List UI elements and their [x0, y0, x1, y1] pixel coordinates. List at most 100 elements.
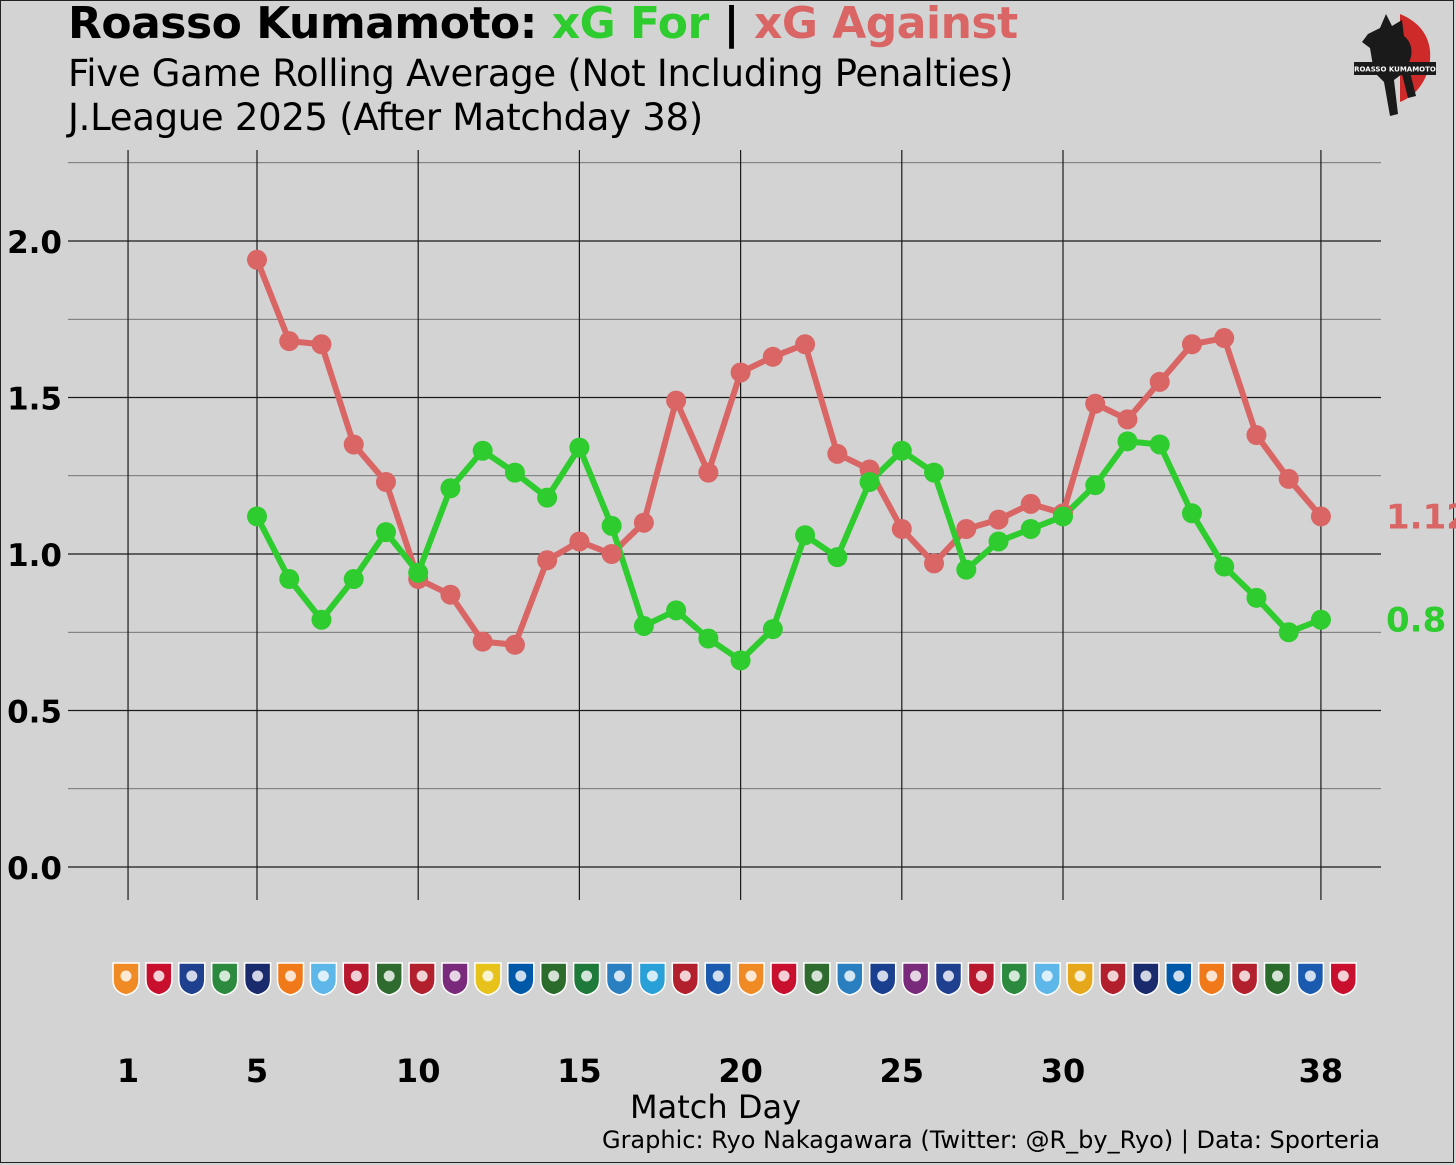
data-point [440, 584, 461, 605]
data-point [472, 631, 493, 652]
badge-emblem [548, 970, 560, 982]
badge-emblem [186, 970, 198, 982]
opponent-badge-icon [803, 962, 831, 996]
data-point [247, 506, 267, 527]
opponent-badge-icon [178, 962, 206, 996]
subtitle-rolling-average: Five Game Rolling Average (Not Including… [68, 52, 1014, 95]
opponent-badge-icon [1165, 962, 1193, 996]
x-axis-label: Match Day [630, 1088, 801, 1126]
opponent-badge-icon [934, 962, 963, 996]
data-point [408, 562, 429, 583]
x-tick-label: 10 [396, 1052, 441, 1090]
opponent-badge-icon [375, 962, 403, 996]
badge-emblem [877, 970, 889, 982]
data-point [666, 390, 687, 411]
opponent-badge-icon [441, 962, 469, 996]
data-point [1053, 506, 1073, 527]
x-tick-label: 5 [246, 1052, 268, 1090]
badge-emblem [1107, 970, 1119, 982]
badge-emblem [712, 970, 724, 982]
opponent-badge-icon [1329, 962, 1358, 996]
badge-emblem [1140, 970, 1152, 982]
data-point [1020, 493, 1041, 514]
subtitle-season: J.League 2025 (After Matchday 38) [68, 96, 703, 139]
data-point [1085, 393, 1106, 414]
data-point [1117, 409, 1138, 430]
data-point [1149, 371, 1170, 392]
badge-emblem [943, 970, 954, 982]
data-point [988, 509, 1009, 530]
data-point [1246, 587, 1267, 608]
opponent-badge-icon [671, 962, 700, 996]
badge-emblem [1173, 970, 1185, 982]
opponent-badge-icon [210, 962, 239, 996]
badge-emblem [1041, 970, 1053, 982]
badge-emblem [252, 970, 264, 982]
y-tick-label: 1.5 [7, 382, 62, 418]
data-point [1149, 434, 1170, 455]
data-point [698, 628, 719, 649]
data-point [1214, 556, 1235, 577]
badge-emblem [679, 970, 691, 982]
title-separator: | [723, 0, 740, 49]
data-point [730, 362, 751, 383]
opponent-badge-icon [1197, 962, 1226, 996]
badge-emblem [1272, 970, 1283, 982]
data-point [827, 443, 848, 464]
data-point [924, 462, 945, 483]
data-point [1181, 503, 1202, 524]
badge-emblem [383, 970, 395, 982]
title-xg-against: xG Against [753, 0, 1018, 49]
opponent-badge-icon [1066, 962, 1094, 996]
opponent-badge-icon [967, 962, 996, 996]
badge-emblem [811, 970, 823, 982]
data-point [891, 440, 912, 461]
badge-emblem [317, 970, 329, 982]
data-point [1085, 475, 1106, 496]
data-point [1181, 334, 1202, 355]
data-point [633, 512, 654, 533]
end-value-label: 0.8 [1386, 601, 1446, 641]
data-point [569, 437, 590, 458]
badge-emblem [1206, 970, 1218, 982]
title-team: Roasso Kumamoto: [68, 0, 537, 49]
opponent-badge-icon [1230, 962, 1259, 996]
y-tick-label: 0.5 [7, 695, 62, 731]
badge-emblem [449, 970, 461, 982]
data-point [247, 249, 267, 270]
data-point [472, 440, 493, 461]
badge-emblem [1337, 970, 1349, 982]
opponent-badge-icon [1000, 962, 1029, 996]
badge-emblem [1008, 970, 1020, 982]
opponent-badge-icon [1296, 962, 1325, 996]
opponent-badge-icon [1099, 962, 1127, 996]
x-tick-label: 30 [1041, 1052, 1086, 1090]
x-tick-label: 20 [718, 1052, 763, 1090]
badge-emblem [1304, 970, 1316, 982]
data-point [762, 619, 783, 640]
badge-emblem [581, 970, 593, 982]
data-point [827, 547, 848, 568]
data-point [859, 472, 880, 493]
y-tick-label: 1.0 [7, 538, 62, 574]
badge-emblem [975, 970, 987, 982]
opponent-badge-icon [704, 962, 732, 996]
badge-emblem [844, 970, 856, 982]
badge-emblem [1239, 970, 1251, 982]
badge-emblem [614, 970, 625, 982]
data-point [1278, 622, 1299, 643]
badge-emblem [350, 970, 362, 982]
logo-text: ROASSO KUMAMOTO [1354, 66, 1436, 74]
data-point [311, 334, 332, 355]
opponent-badge-icon [1263, 962, 1292, 996]
x-tick-label: 1 [117, 1052, 139, 1090]
data-point [569, 531, 590, 552]
badge-emblem [416, 970, 428, 982]
badge-emblem [219, 970, 231, 982]
opponent-badge-icon [342, 962, 371, 996]
data-point [1310, 609, 1331, 630]
title-xg-for: xG For [551, 0, 710, 49]
badge-emblem [482, 970, 494, 982]
opponent-badge-icon [770, 962, 798, 996]
opponent-badge-icon [638, 962, 667, 996]
